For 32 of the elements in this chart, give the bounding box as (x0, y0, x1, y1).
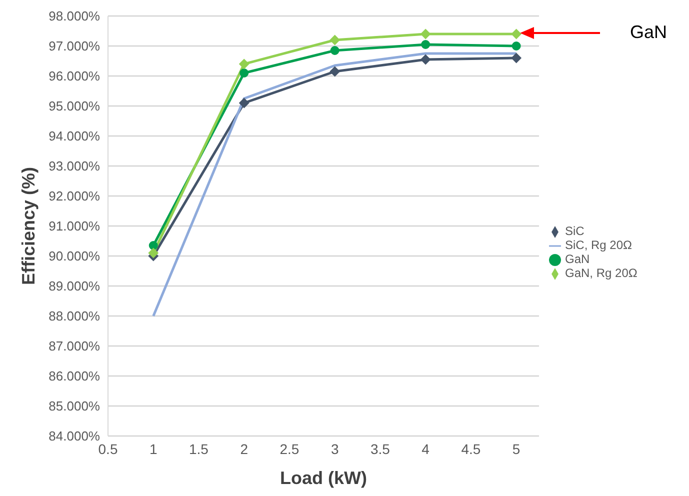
y-tick-label: 88.000% (48, 308, 100, 324)
legend-label: SiC (565, 224, 584, 238)
y-axis-title: Efficiency (%) (18, 166, 38, 286)
legend-label: GaN (565, 252, 590, 266)
y-tick-label: 93.000% (48, 158, 100, 174)
x-tick-label: 1 (149, 440, 158, 457)
x-tick-label: 3 (330, 440, 339, 457)
legend-label: SiC, Rg 20Ω (565, 238, 632, 252)
legend-label: GaN, Rg 20Ω (565, 266, 638, 280)
y-tick-label: 87.000% (48, 338, 100, 354)
y-tick-label: 96.000% (48, 68, 100, 84)
x-tick-label: 2 (240, 440, 248, 457)
y-tick-label: 84.000% (48, 428, 100, 444)
y-tick-label: 90.000% (48, 248, 100, 264)
y-tick-label: 94.000% (48, 128, 100, 144)
x-tick-label: 3.5 (370, 440, 390, 457)
y-tick-label: 89.000% (48, 278, 100, 294)
y-tick-label: 91.000% (48, 218, 100, 234)
x-tick-label: 0.5 (98, 440, 118, 457)
y-tick-label: 92.000% (48, 188, 100, 204)
x-axis-title: Load (kW) (280, 468, 367, 488)
x-tick-label: 1.5 (189, 440, 209, 457)
y-tick-label: 97.000% (48, 38, 100, 54)
x-tick-label: 5 (512, 440, 520, 457)
y-tick-label: 86.000% (48, 368, 100, 384)
x-tick-label: 2.5 (280, 440, 300, 457)
y-tick-label: 95.000% (48, 98, 100, 114)
x-tick-label: 4 (422, 440, 430, 457)
text: GaN (630, 22, 668, 43)
x-tick-label: 4.5 (461, 440, 481, 457)
y-tick-label: 85.000% (48, 398, 100, 414)
y-tick-label: 98.000% (48, 8, 100, 24)
